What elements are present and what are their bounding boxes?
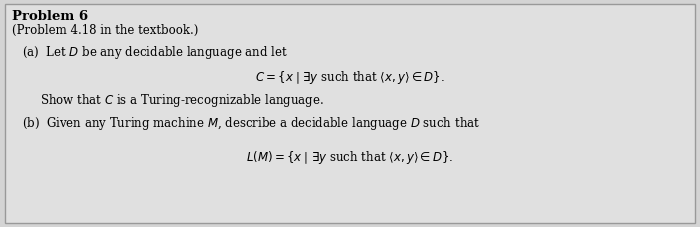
Text: (b)  Given any Turing machine $M$, describe a decidable language $D$ such that: (b) Given any Turing machine $M$, descri… <box>22 115 480 132</box>
Text: $L(M) = \{x \mid \exists y$ such that $\langle x, y\rangle \in D\}.$: $L(M) = \{x \mid \exists y$ such that $\… <box>246 149 454 166</box>
Text: (a)  Let $D$ be any decidable language and let: (a) Let $D$ be any decidable language an… <box>22 44 288 61</box>
Text: Problem 6: Problem 6 <box>12 10 88 23</box>
FancyBboxPatch shape <box>5 4 695 223</box>
Text: (Problem 4.18 in the textbook.): (Problem 4.18 in the textbook.) <box>12 24 198 37</box>
Text: Show that $C$ is a Turing-recognizable language.: Show that $C$ is a Turing-recognizable l… <box>40 92 324 109</box>
Text: $C = \{x \mid \exists y$ such that $\langle x, y\rangle \in D\}.$: $C = \{x \mid \exists y$ such that $\lan… <box>255 69 445 86</box>
